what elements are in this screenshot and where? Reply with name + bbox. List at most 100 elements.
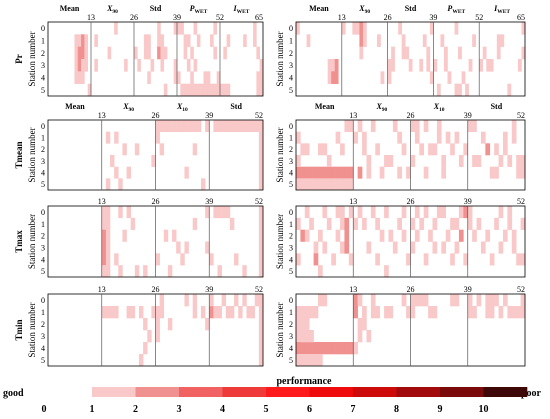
heatmap-cell <box>309 178 314 191</box>
y-tick-label: 4 <box>41 344 45 353</box>
heatmap-cell <box>213 22 217 35</box>
heatmap-cell <box>357 166 363 179</box>
group-title: X90 <box>106 4 118 15</box>
heatmap-cell <box>296 217 301 230</box>
heatmap-cell <box>122 229 127 242</box>
y-tick-label: 5 <box>289 356 293 365</box>
heatmap-cell <box>318 342 323 355</box>
heatmap-cell <box>511 131 517 144</box>
heatmap-cell <box>155 306 160 319</box>
heatmap-cell <box>304 143 310 156</box>
y-tick-label: 1 <box>41 308 45 317</box>
heatmap-cell <box>480 131 486 144</box>
heatmap-cell <box>205 206 210 219</box>
heatmap-cell <box>213 46 217 60</box>
x-tick-label: 39 <box>464 197 472 206</box>
heatmap-cell <box>258 166 264 179</box>
group-title: Std <box>405 4 417 13</box>
heatmap-cell <box>322 294 328 307</box>
heatmap-cell <box>426 59 431 72</box>
heatmap-cell <box>359 22 364 35</box>
heatmap-cell <box>410 306 416 319</box>
y-tick-label: 1 <box>41 220 45 229</box>
heatmap-cell <box>507 217 513 230</box>
heatmap-cell <box>422 34 427 47</box>
heatmap-cell <box>423 166 429 179</box>
heatmap-cell <box>401 206 407 219</box>
heatmap-cell <box>357 206 363 219</box>
heatmap-cell <box>432 143 438 156</box>
heatmap-cell <box>304 166 310 179</box>
heatmap-cell <box>242 265 247 278</box>
heatmap-cell <box>192 217 198 230</box>
heatmap-cell <box>496 46 501 60</box>
heatmap-cell <box>216 83 221 97</box>
heatmap-cell <box>357 294 363 307</box>
performance-legend: performance good poor 0 1 2 3 4 5 6 7 8 9 10 <box>3 376 542 415</box>
group-title: Std <box>491 102 503 111</box>
heatmap-cell <box>485 294 491 307</box>
heatmap-cell <box>143 342 148 355</box>
heatmap-cell <box>105 241 111 254</box>
heatmap-cell <box>114 22 118 35</box>
heatmap-cell <box>258 265 264 278</box>
heatmap-cell <box>440 34 445 47</box>
heatmap-cell <box>246 120 251 132</box>
heatmap-cell <box>192 143 198 156</box>
y-tick-label: 0 <box>41 24 45 33</box>
heatmap-cell <box>223 83 227 97</box>
heatmap-cell <box>344 241 350 254</box>
heatmap-cell <box>494 143 499 156</box>
heatmap-cell <box>258 120 264 132</box>
heatmap-cell <box>105 217 111 230</box>
heatmap-cell <box>335 342 341 355</box>
y-tick-label: 3 <box>289 243 293 252</box>
heatmap-cell <box>441 166 447 179</box>
heatmap-cell <box>436 120 442 132</box>
heatmap-cell <box>517 59 522 72</box>
y-tick-label: 5 <box>41 86 45 95</box>
heatmap-cell <box>318 354 323 367</box>
group-title: X90 <box>375 102 387 113</box>
group-title: Std <box>150 4 162 13</box>
heatmap-cell <box>352 22 357 35</box>
heatmap-cell <box>384 155 389 167</box>
heatmap-cell <box>467 217 473 230</box>
x-tick-label: 52 <box>255 111 263 120</box>
heatmap-cell <box>472 306 477 319</box>
heatmap-cell <box>410 241 416 254</box>
y-tick-label: 1 <box>41 134 45 143</box>
heatmap-cell <box>401 229 407 242</box>
heatmap-cell <box>258 241 264 254</box>
heatmap-cell <box>296 155 301 167</box>
heatmap-cell <box>426 46 431 60</box>
heatmap-cell <box>447 71 452 84</box>
x-tick-label: 26 <box>152 285 160 294</box>
legend-swatch <box>396 387 441 397</box>
heatmap-cell <box>300 229 306 242</box>
heatmap-cell <box>304 354 310 367</box>
y-tick-label: 2 <box>289 232 293 241</box>
heatmap-cell <box>520 155 526 167</box>
heatmap-cell <box>485 229 491 242</box>
heatmap-cell <box>259 83 264 97</box>
heatmap-cell <box>296 306 301 319</box>
heatmap-cell <box>190 46 194 60</box>
heatmap-cell <box>516 166 521 179</box>
heatmap-cell <box>344 229 350 242</box>
heatmap-cell <box>355 22 360 35</box>
heatmap-cell <box>467 294 473 307</box>
y-tick-label: 2 <box>289 49 293 58</box>
heatmap-cell <box>327 59 332 72</box>
y-tick-label: 4 <box>289 344 293 353</box>
heatmap-cell <box>313 342 319 355</box>
heatmap-cell <box>167 120 173 132</box>
x-tick-label: 13 <box>87 13 95 22</box>
y-tick-label: 0 <box>289 296 293 305</box>
heatmap-cell <box>151 306 156 319</box>
heatmap-cell <box>335 178 341 191</box>
heatmap-cell <box>380 71 385 84</box>
heatmap-cell <box>429 22 434 35</box>
heatmap-cell <box>511 120 517 132</box>
